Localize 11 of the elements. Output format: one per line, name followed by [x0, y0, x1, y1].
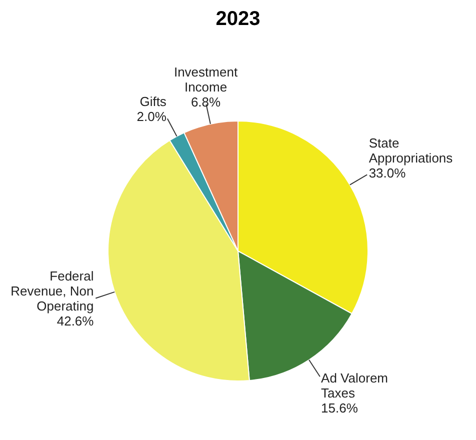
slice-label: Investment Income — [174, 64, 238, 94]
slice-label: Gifts — [140, 94, 167, 109]
data-label: 2.0% — [136, 108, 167, 124]
data-label: 42.6% — [56, 313, 94, 328]
chart-title: 2023 — [214, 8, 262, 31]
data-label: 6.8% — [190, 94, 222, 110]
data-label: 15.6% — [321, 400, 358, 416]
data-label: 33.0% — [368, 166, 406, 181]
slice-label: Ad Valorem Taxes — [321, 370, 388, 400]
slice-label: Federal Revenue, Non Operating — [10, 268, 94, 314]
slice-label: State Appropriations — [368, 136, 454, 166]
